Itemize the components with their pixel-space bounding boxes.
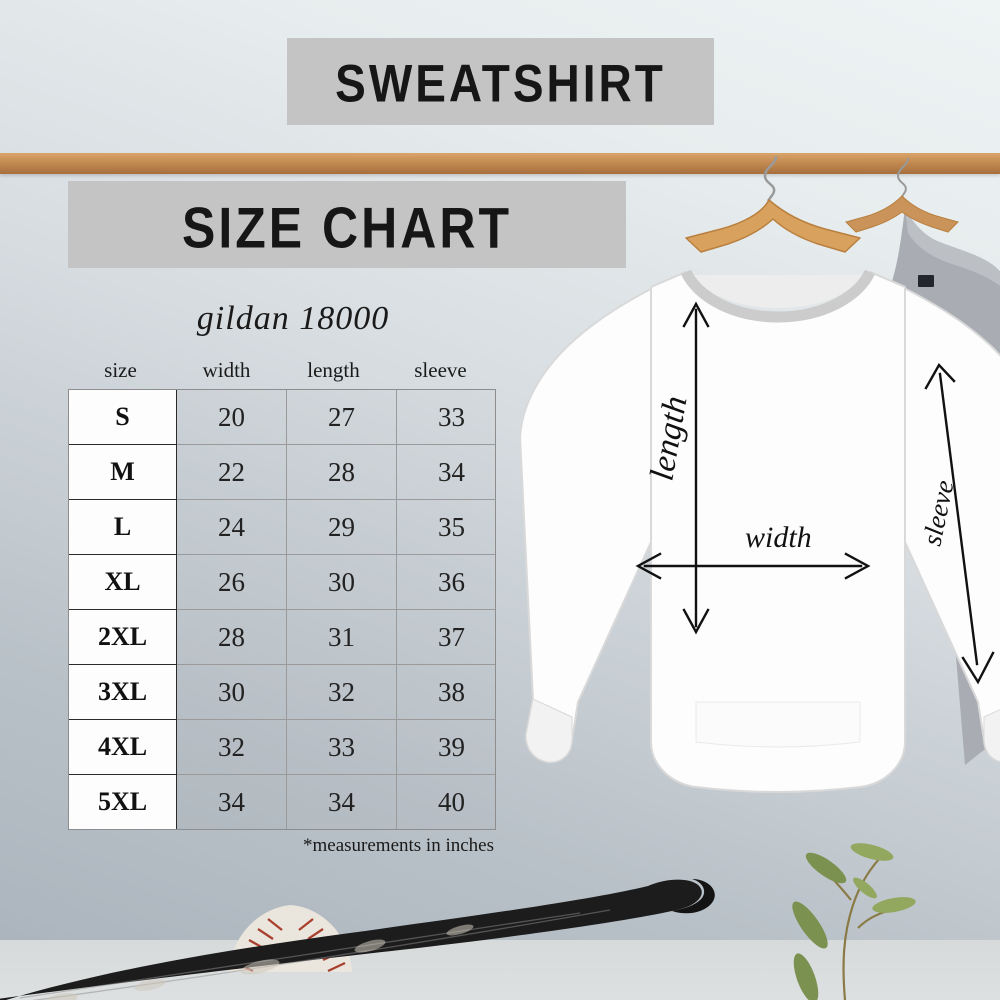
svg-text:width: width	[745, 521, 812, 554]
